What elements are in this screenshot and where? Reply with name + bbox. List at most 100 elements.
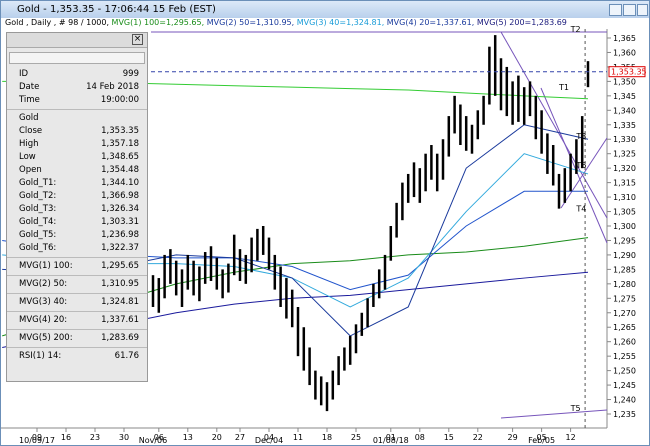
data-row: Gold_T3: 1,326.34 <box>7 203 147 216</box>
y-tick-label: 1,235 <box>613 410 636 419</box>
row-value: 1,344.10 <box>101 178 139 188</box>
row-value: 61.76 <box>114 351 139 361</box>
minimize-button[interactable] <box>609 4 622 16</box>
data-row: MVG(5) 200: 1,283.69 <box>7 332 147 345</box>
separator <box>7 329 147 330</box>
data-row: Gold_T1: 1,344.10 <box>7 177 147 190</box>
row-label: Open <box>19 165 42 175</box>
y-tick-label: 1,345 <box>613 92 636 101</box>
row-value: 1,303.31 <box>101 217 139 227</box>
y-tick-label: 1,325 <box>613 150 636 159</box>
annotation: T1 <box>558 83 569 92</box>
x-tick-label: 23 <box>90 433 100 442</box>
row-label: Gold_T1: <box>19 178 57 188</box>
row-value: 1,295.65 <box>101 261 139 271</box>
x-tick-label: 06 <box>154 433 164 442</box>
row-label: RSI(1) 14: <box>19 351 62 361</box>
row-label: Close <box>19 126 43 136</box>
title-bar: Gold - 1,353.35 - 17:06:44 15 Feb (EST) <box>1 1 649 18</box>
y-tick-label: 1,310 <box>613 193 636 202</box>
y-tick-label: 1,360 <box>613 48 636 57</box>
legend-entry: MVG(4) 20=1,337.61, <box>387 18 477 27</box>
x-tick-label: 13 <box>183 433 193 442</box>
legend-entry: MVG(3) 40=1,324.81, <box>297 18 387 27</box>
data-row: Time 19:00:00 <box>7 94 147 107</box>
y-tick-label: 1,255 <box>613 352 636 361</box>
legend: Gold , Daily , # 98 / 1000, MVG(1) 100=1… <box>5 18 567 27</box>
legend-entry: MVG(5) 200=1,283.69 <box>477 18 567 27</box>
y-tick-label: 1,290 <box>613 251 636 260</box>
x-tick-label: 08 <box>415 433 425 442</box>
row-value: 1,337.61 <box>101 315 139 325</box>
data-row: Gold_T6: 1,322.37 <box>7 242 147 255</box>
separator <box>7 293 147 294</box>
x-tick-label: 29 <box>508 433 518 442</box>
x-tick-label: 18 <box>322 433 332 442</box>
data-window: × ID 999 Date 14 Feb 2018 Time 19:00:00 Gold Cl… <box>6 32 148 382</box>
x-tick-label: Nov/06 <box>139 436 168 445</box>
y-tick-label: 1,265 <box>613 323 636 332</box>
x-tick-label: 25 <box>351 433 361 442</box>
x-tick-label: 09 <box>32 433 42 442</box>
separator <box>7 257 147 258</box>
data-row: Gold <box>7 112 147 125</box>
data-row: High 1,357.18 <box>7 138 147 151</box>
row-label: MVG(3) 40: <box>19 297 68 307</box>
data-row: Close 1,353.35 <box>7 125 147 138</box>
annotation: T5 <box>570 404 581 413</box>
data-row: MVG(3) 40: 1,324.81 <box>7 296 147 309</box>
row-value: 1,236.98 <box>101 230 139 240</box>
y-tick-label: 1,305 <box>613 208 636 217</box>
row-label: MVG(1) 100: <box>19 261 73 271</box>
legend-entry: MVG(1) 100=1,295.65, <box>112 18 207 27</box>
row-label: Date <box>19 82 40 92</box>
maximize-button[interactable] <box>623 4 636 16</box>
panel-close[interactable]: × <box>132 34 143 45</box>
y-tick-label: 1,250 <box>613 367 636 376</box>
row-value: 1,310.95 <box>101 279 139 289</box>
trend-line <box>540 87 608 244</box>
annotation: T3 <box>575 132 586 141</box>
row-value: 1,353.35 <box>101 126 139 136</box>
y-tick-label: 1,270 <box>613 309 636 318</box>
row-label: Gold_T2: <box>19 191 57 201</box>
data-row: Gold_T4: 1,303.31 <box>7 216 147 229</box>
x-tick-label: Dec/04 <box>255 436 283 445</box>
row-value: 1,354.48 <box>101 165 139 175</box>
x-tick-label: 11 <box>293 433 303 442</box>
legend-entry: Gold , Daily , # 98 / 1000, <box>5 18 112 27</box>
trend-line <box>500 409 608 419</box>
trend-line <box>500 31 608 219</box>
x-tick-label: 15 <box>444 433 454 442</box>
row-label: ID <box>19 69 29 79</box>
window-title: Gold - 1,353.35 - 17:06:44 15 Feb (EST) <box>17 4 216 15</box>
x-tick-label: 05 <box>537 433 547 442</box>
x-tick-label: 01 <box>386 433 396 442</box>
y-tick-label: 1,285 <box>613 265 636 274</box>
y-tick-label: 1,245 <box>613 381 636 390</box>
x-tick-label: Feb/05 <box>528 436 555 445</box>
close-button[interactable] <box>637 4 648 16</box>
row-label: Gold_T5: <box>19 230 57 240</box>
separator <box>7 347 147 348</box>
y-tick-label: 1,300 <box>613 222 636 231</box>
x-tick-label: 22 <box>473 433 483 442</box>
x-tick-label: 27 <box>235 433 245 442</box>
row-label: High <box>19 139 39 149</box>
y-tick-label: 1,365 <box>613 34 636 43</box>
x-tick-label: 30 <box>119 433 129 442</box>
row-label: MVG(2) 50: <box>19 279 68 289</box>
separator <box>7 275 147 276</box>
row-value: 1,322.37 <box>101 243 139 253</box>
data-row: RSI(1) 14: 61.76 <box>7 350 147 363</box>
separator <box>7 311 147 312</box>
data-row: Date 14 Feb 2018 <box>7 81 147 94</box>
price-label: 1,353.35 <box>611 68 647 77</box>
y-tick-label: 1,295 <box>613 236 636 245</box>
data-row: ID 999 <box>7 68 147 81</box>
row-value: 14 Feb 2018 <box>86 82 139 92</box>
rows: ID 999 Date 14 Feb 2018 Time 19:00:00 Gold Clos… <box>7 68 147 363</box>
scrollbar[interactable] <box>9 52 145 64</box>
row-label: Gold <box>19 113 39 123</box>
